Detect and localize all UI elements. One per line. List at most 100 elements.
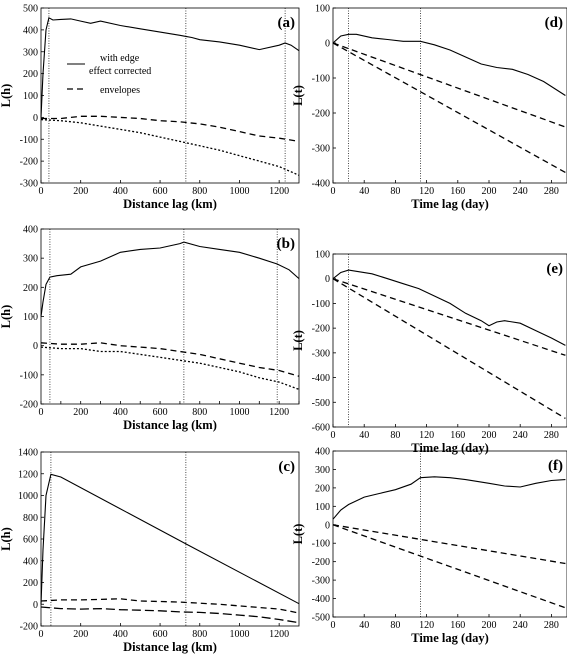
- panel-d: 0 40 80 120 160 200 240 280 -400 -300 -200 -100 0 100…: [291, 4, 567, 211]
- x-tick-label: 400: [113, 186, 128, 197]
- y-tick-label: 300: [23, 254, 38, 265]
- series-dashed-line: [332, 42, 566, 128]
- x-tick-label: 240: [513, 430, 528, 441]
- x-tick-label: 200: [73, 407, 88, 418]
- x-tick-label: 400: [113, 407, 128, 418]
- x-tick-label: 200: [73, 629, 88, 640]
- legend: with edge effect corrected envelopes: [67, 53, 151, 96]
- series-dashed-line: [332, 42, 566, 174]
- x-axis-label: Time lag (day): [411, 631, 489, 645]
- legend-entry: envelopes: [100, 85, 140, 96]
- y-tick-label: -100: [312, 299, 330, 310]
- y-tick-label: 400: [23, 25, 38, 36]
- x-tick-label: 280: [544, 430, 559, 441]
- y-axis-label: L(h): [0, 527, 13, 551]
- panel-label: (b): [277, 236, 295, 252]
- x-tick-label: 1200: [269, 186, 289, 197]
- x-tick-label: 0: [331, 620, 336, 631]
- x-tick-label: 1200: [269, 407, 289, 418]
- x-tick-label: 120: [419, 430, 434, 441]
- y-tick-label: 300: [23, 47, 38, 58]
- y-tick-label: -200: [20, 622, 38, 633]
- x-tick-label: 0: [331, 186, 336, 197]
- plot-frame: [40, 451, 300, 627]
- y-tick-label: 300: [315, 465, 330, 476]
- x-tick-label: 1200: [269, 629, 289, 640]
- x-tick-label: 200: [482, 620, 497, 631]
- series-solid-line: [332, 33, 566, 96]
- y-tick-label: 400: [23, 556, 38, 567]
- series-dashed-line: [41, 115, 300, 143]
- plot-frame: [40, 228, 300, 405]
- x-tick-label: 0: [39, 629, 44, 640]
- y-tick-label: -600: [312, 423, 330, 434]
- y-tick-label: 100: [315, 250, 330, 261]
- y-tick-label: -400: [312, 179, 330, 190]
- series-dashed-line: [332, 524, 566, 565]
- y-tick-label: 100: [315, 502, 330, 513]
- x-tick-label: 120: [419, 620, 434, 631]
- legend-entry: with edge: [100, 53, 140, 64]
- y-axis-label: L(h): [0, 305, 13, 329]
- x-tick-label: 600: [153, 629, 168, 640]
- x-tick-label: 160: [450, 186, 465, 197]
- series-solid-line: [40, 241, 300, 317]
- y-tick-label: -200: [20, 400, 38, 411]
- x-tick-label: 400: [113, 629, 128, 640]
- y-tick-label: -400: [312, 373, 330, 384]
- y-axis-label: L(h): [0, 84, 13, 108]
- x-axis-label: Distance lag (km): [123, 197, 217, 211]
- series-dashed-line: [332, 278, 566, 356]
- y-tick-label: -100: [20, 135, 38, 146]
- series-solid-line: [332, 269, 566, 346]
- y-tick-label: -300: [312, 348, 330, 359]
- series-solid-line: [332, 476, 566, 520]
- x-tick-label: 80: [390, 430, 400, 441]
- y-axis-label: L(t): [291, 524, 305, 545]
- panel-f: 0 40 80 120 160 200 240 280 -500 -400 -300 -200 -100…: [291, 447, 567, 645]
- x-tick-label: 200: [73, 186, 88, 197]
- x-tick-label: 800: [192, 186, 207, 197]
- x-tick-label: 600: [153, 186, 168, 197]
- panel-a: 0 200 400 600 800 1000 1200 -300 -200 -100 0 100 200…: [0, 4, 300, 211]
- y-tick-label: 1400: [18, 448, 38, 459]
- series-solid-line: [40, 16, 300, 118]
- x-tick-label: 120: [419, 186, 434, 197]
- y-tick-label: -200: [20, 157, 38, 168]
- y-tick-label: 100: [23, 312, 38, 323]
- x-tick-label: 240: [513, 186, 528, 197]
- x-tick-label: 0: [39, 407, 44, 418]
- x-tick-label: 800: [192, 629, 207, 640]
- plot-frame: [332, 450, 567, 618]
- y-tick-label: 0: [325, 520, 330, 531]
- x-tick-label: 160: [450, 620, 465, 631]
- series-dotted-line: [40, 118, 300, 176]
- y-tick-label: -300: [312, 576, 330, 587]
- x-tick-label: 1000: [229, 186, 249, 197]
- y-tick-label: 0: [33, 600, 38, 611]
- y-tick-label: -100: [312, 74, 330, 85]
- panel-e: 0 40 80 120 160 200 240 280 -600 -500 -400 -300 -200…: [291, 250, 567, 455]
- y-tick-label: 1000: [18, 491, 38, 502]
- x-axis-label: Distance lag (km): [123, 640, 217, 654]
- y-tick-label: 400: [23, 225, 38, 236]
- series-dashed-line: [40, 598, 300, 614]
- y-tick-label: -300: [20, 179, 38, 190]
- x-tick-label: 280: [544, 186, 559, 197]
- x-tick-label: 160: [450, 430, 465, 441]
- y-tick-label: 0: [325, 274, 330, 285]
- series-dotted-line: [40, 346, 300, 391]
- series-dashed-line: [40, 342, 300, 377]
- x-axis-label: Distance lag (km): [123, 418, 217, 432]
- plot-frame: [332, 7, 567, 184]
- y-tick-label: 500: [23, 4, 38, 15]
- x-tick-label: 240: [513, 620, 528, 631]
- series-solid-line: [40, 473, 300, 605]
- y-tick-label: -200: [312, 109, 330, 120]
- legend-entry: effect corrected: [89, 66, 151, 77]
- y-tick-label: -200: [312, 324, 330, 335]
- plot-frame: [332, 253, 567, 428]
- panel-label: (c): [278, 459, 295, 475]
- y-tick-label: 0: [33, 341, 38, 352]
- series-longdash-line: [40, 606, 300, 624]
